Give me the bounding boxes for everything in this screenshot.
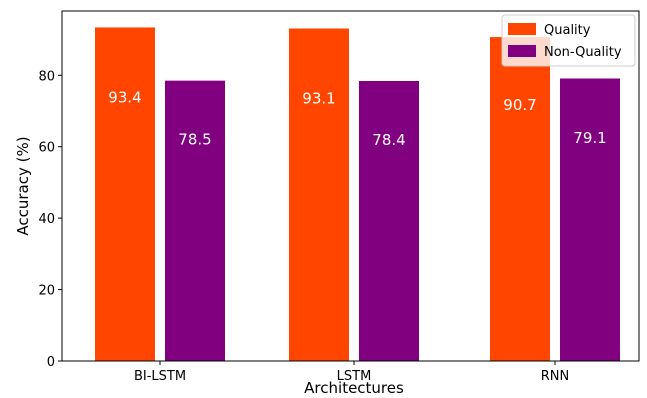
y-tick-label: 20: [38, 284, 55, 299]
non-quality-bar-rnn: [560, 78, 620, 361]
y-tick-label: 80: [38, 69, 55, 84]
data-labels-group: 93.4 93.1 90.7 78.5 78.4 79.1: [108, 88, 606, 148]
bars-group: [95, 27, 620, 362]
y-tick-label: 60: [38, 141, 55, 156]
non-quality-bar-lstm: [359, 81, 419, 361]
quality-bar-lstm-value-label: 93.1: [302, 89, 335, 107]
y-tick-label: 40: [38, 212, 55, 227]
quality-bar-bi-lstm: [95, 27, 155, 362]
legend-swatch-non-quality: [508, 45, 536, 57]
x-tick-label-bi-lstm: BI-LSTM: [134, 369, 186, 384]
quality-bar-rnn-value-label: 90.7: [503, 96, 536, 114]
legend-swatch-quality: [508, 23, 536, 35]
non-quality-bar-lstm-value-label: 78.4: [372, 131, 405, 149]
quality-bar-bi-lstm-value-label: 93.4: [108, 88, 141, 106]
quality-bar-lstm: [289, 28, 349, 361]
x-axis-label: Architectures: [304, 379, 404, 397]
plot-frame: [61, 10, 640, 362]
non-quality-bar-bi-lstm-value-label: 78.5: [178, 131, 211, 149]
legend-label-quality: Quality: [544, 23, 591, 38]
quality-bar-rnn: [490, 37, 550, 361]
x-tick-label-rnn: RNN: [541, 369, 569, 384]
y-axis: 0 20 40 60 80: [38, 69, 62, 370]
x-axis: BI-LSTM LSTM RNN: [134, 361, 569, 384]
y-axis-label: Accuracy (%): [14, 136, 32, 235]
legend-label-non-quality: Non-Quality: [544, 45, 622, 60]
non-quality-bar-bi-lstm: [165, 80, 225, 362]
non-quality-bar-rnn-value-label: 79.1: [573, 129, 606, 147]
x-tick-label-lstm: LSTM: [337, 369, 372, 384]
y-tick-label: 0: [47, 355, 55, 370]
legend: Quality Non-Quality: [501, 14, 636, 67]
